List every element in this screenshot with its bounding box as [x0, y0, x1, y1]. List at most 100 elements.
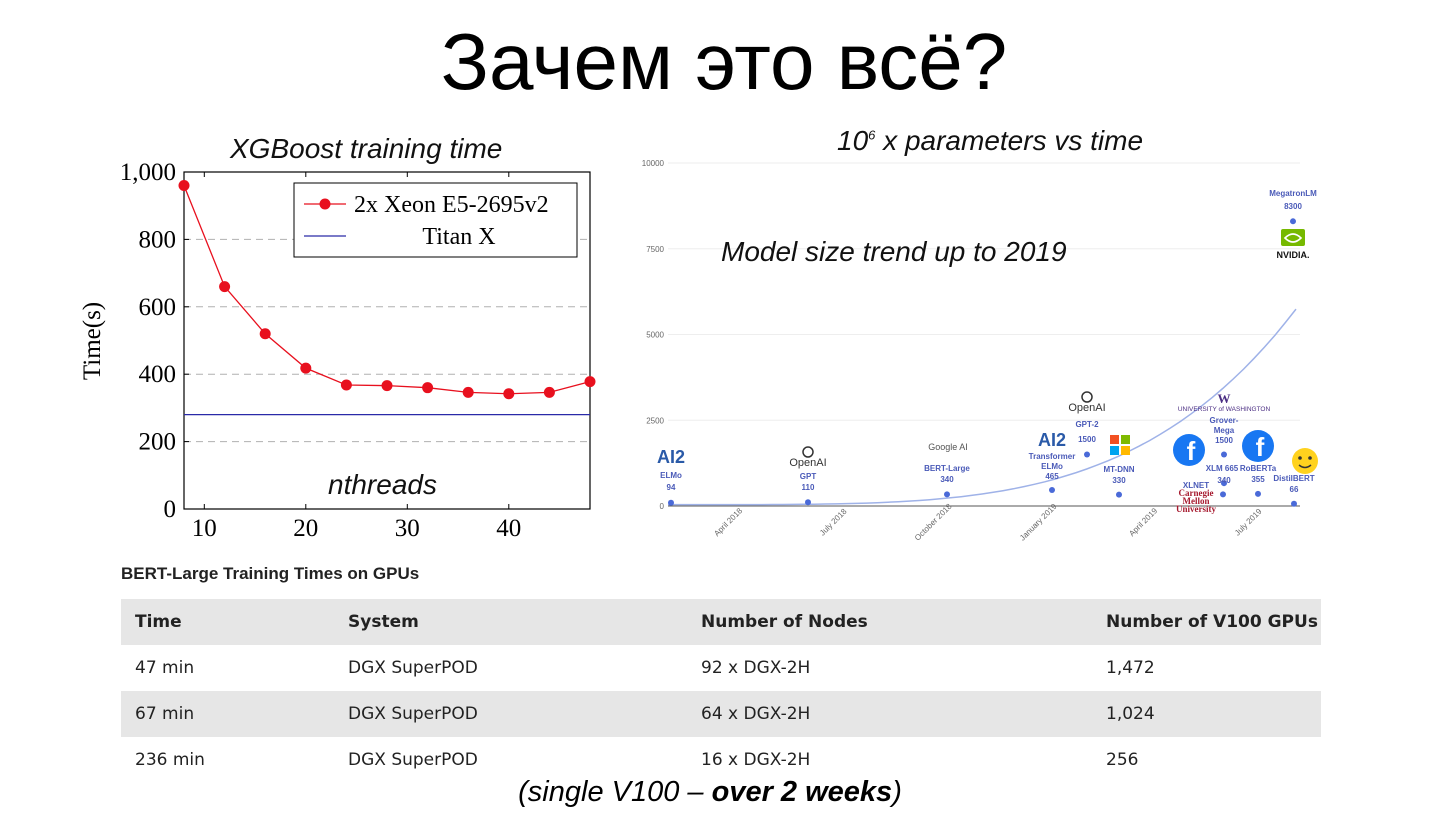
point-value: 340	[940, 475, 954, 484]
x-tick-label: October 2018	[913, 502, 954, 543]
point-label: Mega	[1214, 426, 1235, 435]
facebook-icon	[1242, 430, 1274, 462]
x-tick-label: 40	[496, 515, 521, 542]
nvidia-logo-text: NVIDIA.	[1276, 250, 1309, 260]
point-label: GPT-2	[1075, 420, 1099, 429]
openai-logo: OpenAI	[789, 457, 826, 469]
footnote: (single V100 – over 2 weeks)	[0, 776, 1420, 809]
table-cell: 1,024	[1092, 691, 1321, 737]
xgb-x-caption: nthreads	[328, 469, 437, 500]
openai-logo: OpenAI	[1068, 402, 1105, 414]
huggingface-icon	[1292, 448, 1318, 474]
trend-subcaption: Model size trend up to 2019	[721, 236, 1067, 267]
point-label: MegatronLM	[1269, 189, 1317, 198]
y-tick-label: 400	[139, 361, 177, 388]
y-tick-label: 2500	[646, 416, 664, 425]
nvidia-eye-icon	[1283, 233, 1303, 243]
xeon-data-point	[422, 382, 434, 394]
table-cell: 47 min	[135, 658, 195, 678]
trend-caption-exp: 6	[868, 127, 876, 143]
table-header-system: System	[334, 599, 687, 645]
trend-caption-base: 10	[837, 125, 869, 156]
point-label: MT-DNN	[1103, 465, 1134, 474]
point-label: RoBERTa	[1240, 464, 1277, 473]
table-row: 67 min DGX SuperPOD 64 x DGX-2H 1,024	[121, 691, 1321, 737]
ai2-logo: AI2	[657, 447, 685, 467]
huggingface-eye	[1298, 456, 1302, 460]
point-value: 340	[1217, 476, 1231, 485]
point-label: GPT	[800, 472, 817, 481]
ai2-logo: AI2	[1038, 430, 1066, 450]
y-tick-label: 5000	[646, 331, 664, 340]
xgboost-chart: 0 200 400 600 800 1,000 10 20 30 40 Time(s) 2x Xeon…	[79, 159, 596, 542]
x-tick-label: January 2019	[1018, 502, 1059, 543]
nvidia-icon	[1281, 229, 1305, 246]
data-point	[1116, 491, 1122, 498]
facebook-icon	[1173, 434, 1205, 466]
table-header-time: Time	[121, 599, 334, 645]
point-value: 1500	[1078, 435, 1096, 444]
point-label: Transformer	[1029, 452, 1076, 461]
slide-title: Зачем это всё?	[440, 17, 1008, 106]
point-value: 66	[1290, 485, 1299, 494]
point-value: 110	[802, 483, 815, 492]
legend-xeon-marker	[319, 198, 331, 210]
microsoft-logo	[1110, 435, 1130, 455]
openai-icon	[1081, 391, 1093, 403]
point-value: 1500	[1215, 436, 1233, 445]
trend-caption: 106 x parameters vs time	[837, 125, 1143, 157]
point-label: DistilBERT	[1273, 474, 1314, 483]
xeon-data-point	[219, 281, 231, 293]
legend: 2x Xeon E5-2695v2 Titan X	[293, 182, 578, 258]
table-row: 236 min DGX SuperPOD 16 x DGX-2H 256	[121, 737, 1321, 783]
table-header-nodes: Number of Nodes	[687, 599, 1092, 645]
table-header-row: Time System Number of Nodes Number of V1…	[121, 599, 1321, 645]
data-point	[1220, 491, 1226, 498]
google-ai-logo: Google AI	[928, 442, 968, 452]
x-tick-label: July 2018	[818, 507, 849, 538]
microsoft-square	[1110, 446, 1119, 455]
table-cell: 236 min	[135, 750, 205, 770]
data-point	[805, 499, 811, 506]
xeon-data-point	[503, 388, 515, 400]
data-point	[1291, 500, 1297, 507]
x-tick-label: April 2018	[712, 506, 744, 538]
xeon-data-point	[584, 376, 596, 388]
legend-titan-label: Titan X	[422, 224, 495, 250]
legend-xeon-label: 2x Xeon E5-2695v2	[354, 192, 549, 218]
point-label: ELMo	[1041, 462, 1063, 471]
huggingface-eye	[1308, 456, 1312, 460]
huggingface-smile	[1298, 464, 1312, 469]
data-point	[1290, 218, 1296, 225]
table-cell: 64 x DGX-2H	[687, 691, 1092, 737]
cmu-logo-text: Mellon	[1183, 496, 1210, 506]
table-cell: DGX SuperPOD	[348, 658, 478, 678]
y-tick-label: 200	[139, 429, 177, 456]
xeon-data-point	[340, 379, 352, 391]
table-title: BERT-Large Training Times on GPUs	[121, 564, 420, 583]
cmu-logo-text: Carnegie	[1179, 488, 1214, 498]
footnote-post: )	[892, 776, 902, 808]
xeon-data-point	[178, 179, 190, 191]
table-cell: 256	[1106, 750, 1139, 770]
xeon-data-point	[259, 328, 271, 340]
point-value: 465	[1045, 472, 1059, 481]
point-value: 94	[667, 483, 676, 492]
openai-icon	[802, 446, 814, 458]
legend-box	[293, 182, 578, 258]
x-tick-label: July 2019	[1233, 507, 1264, 538]
point-label: BERT-Large	[924, 464, 970, 473]
point-label: Grover-	[1210, 416, 1239, 425]
y-tick-label: 1,000	[120, 159, 176, 186]
x-tick-label: 30	[395, 515, 420, 542]
footnote-pre: (single V100 –	[518, 776, 712, 808]
data-point	[1084, 451, 1090, 458]
x-tick-label: April 2019	[1127, 506, 1159, 538]
table-cell: DGX SuperPOD	[348, 750, 478, 770]
footnote-bold: over 2 weeks	[711, 776, 893, 808]
xeon-data-point	[381, 380, 393, 392]
xgb-caption: XGBoost training time	[230, 133, 503, 164]
point-label: XLNET	[1183, 481, 1209, 490]
x-tick-label: 20	[293, 515, 318, 542]
y-tick-label: 800	[139, 226, 177, 253]
